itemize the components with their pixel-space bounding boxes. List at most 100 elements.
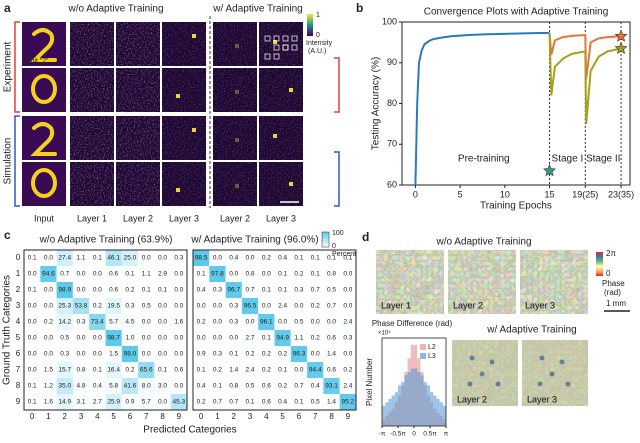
matrix-cell — [121, 266, 139, 282]
cell-value: 0.0 — [44, 351, 53, 358]
cell-value: 19.5 — [107, 303, 120, 310]
col-label: 0 — [30, 412, 35, 421]
matrix-cell — [40, 250, 57, 266]
header: w/ Adaptive Training — [486, 325, 577, 336]
matrix-cell — [241, 282, 259, 298]
matrix-cell — [209, 298, 226, 314]
col-label: 3 — [79, 412, 84, 421]
col-label: 4 — [264, 412, 269, 421]
matrix-cell — [154, 266, 171, 282]
focus-spot — [273, 134, 277, 138]
matrix-cell — [40, 362, 57, 378]
phase-texture — [448, 250, 516, 314]
cell-value: 0.1 — [142, 287, 151, 294]
matrix-cell — [209, 330, 226, 346]
matrix-cell — [89, 362, 106, 378]
cell-value: 0.1 — [125, 271, 134, 278]
matrix-cell — [89, 250, 106, 266]
matrix-cell — [241, 250, 259, 266]
matrix-cell — [138, 330, 155, 346]
col-label: 6 — [297, 412, 302, 421]
focus-spot — [289, 182, 293, 186]
matrix-cell — [56, 266, 73, 282]
matrix-cell — [225, 346, 242, 362]
detector-box — [273, 44, 280, 51]
cell-value: 0.0 — [77, 287, 86, 294]
cell-value: 0.0 — [158, 351, 167, 358]
cell-value: 0.6 — [109, 271, 118, 278]
matrix-cell — [89, 282, 106, 298]
speckle — [162, 68, 206, 112]
phase-dot — [537, 381, 543, 387]
phase-texture — [452, 340, 518, 406]
cell-value: 0.3 — [174, 255, 183, 262]
star-marker — [614, 29, 628, 42]
row-label: 4 — [16, 317, 21, 326]
matrix-cell — [209, 378, 226, 394]
cell-value: 0.6 — [262, 399, 271, 406]
cell-value: 2.4 — [278, 303, 287, 310]
cell-value: 0.0 — [213, 255, 222, 262]
cell-value: 0.4 — [278, 399, 287, 406]
matrix-cell — [40, 378, 57, 394]
cell-value: 94.6 — [42, 271, 55, 278]
matrix-cell — [241, 394, 259, 410]
header: w/o Adaptive Training — [67, 4, 163, 15]
chart-title: Phase Difference (rad) — [372, 319, 453, 328]
line-series — [414, 32, 550, 186]
matrix-cell — [105, 362, 122, 378]
speckle — [162, 162, 206, 206]
colorbar-label: 1 — [316, 12, 320, 19]
matrix-cell — [241, 266, 259, 282]
matrix-cell — [24, 282, 41, 298]
cell-value: 0.0 — [197, 303, 206, 310]
cell-value: 14.2 — [58, 319, 71, 326]
matrix-cell — [56, 298, 73, 314]
cell-value: 0.4 — [278, 255, 287, 262]
cell-value: 0.0 — [28, 271, 37, 278]
cell-value: 0.0 — [174, 383, 183, 390]
row-label: 2 — [16, 285, 21, 294]
matrix-cell — [154, 250, 171, 266]
cell-value: 0.3 — [213, 351, 222, 358]
x-tick-label: 0.5π — [423, 431, 437, 438]
matrix-cell — [170, 346, 187, 362]
matrix-cell — [225, 362, 242, 378]
row-label: 0 — [16, 253, 21, 262]
cell-value: 4.8 — [77, 383, 86, 390]
cell-value: 0.1 — [262, 287, 271, 294]
cell-value: 0.0 — [142, 255, 151, 262]
cell-value: 0.5 — [311, 399, 320, 406]
cell-value: 35.0 — [58, 383, 71, 390]
star-marker — [614, 41, 628, 54]
scale-bar-label: 1 mm — [606, 299, 626, 308]
col-label: 7 — [144, 412, 149, 421]
matrix-cell — [290, 330, 308, 346]
phase-texture — [376, 250, 444, 314]
matrix-cell — [105, 346, 122, 362]
cell-value: 0.2 — [125, 287, 134, 294]
matrix-cell — [105, 282, 122, 298]
matrix-cell — [138, 314, 155, 330]
cell-value: 0.3 — [125, 303, 134, 310]
detector-box — [273, 35, 280, 42]
col-label: 8 — [160, 412, 165, 421]
y-tick-label: 100 — [382, 16, 397, 26]
cell-value: 0.0 — [77, 335, 86, 342]
cell-value: 0.0 — [174, 351, 183, 358]
matrix-cell — [40, 298, 57, 314]
focus-spot — [235, 44, 239, 48]
phase-dot — [549, 371, 555, 377]
cell-value: 0.0 — [327, 319, 336, 326]
detector-box — [282, 35, 289, 42]
cell-value: 0.1 — [311, 255, 320, 262]
cell-value: 95.2 — [342, 399, 355, 406]
matrix-cell — [72, 394, 90, 410]
matrix-cell — [138, 266, 155, 282]
cell-value: 0.4 — [197, 383, 206, 390]
cell-value: 0.1 — [213, 383, 222, 390]
cell-value: 0.0 — [77, 351, 86, 358]
cell-value: 0.1 — [343, 255, 352, 262]
matrix-cell — [121, 362, 139, 378]
detector-box — [291, 35, 298, 42]
